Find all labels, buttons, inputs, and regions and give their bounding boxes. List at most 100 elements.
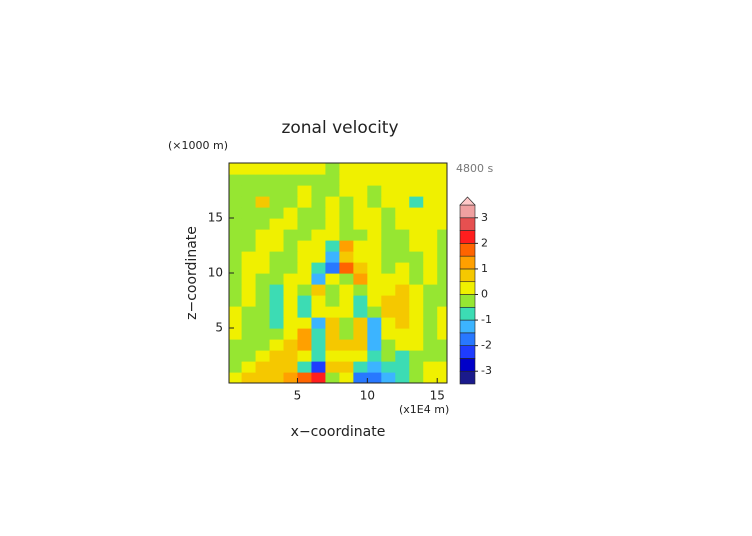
y-tick-label: 15 xyxy=(208,211,223,225)
contour-cell xyxy=(423,350,438,362)
contour-cell xyxy=(283,174,299,186)
contour-cell xyxy=(395,306,410,318)
contour-cell xyxy=(339,295,354,307)
contour-cell xyxy=(367,240,382,252)
contour-cell xyxy=(437,240,447,252)
contour-cell xyxy=(367,372,382,383)
contour-cell xyxy=(269,339,285,351)
contour-cell xyxy=(353,207,368,219)
contour-cell xyxy=(381,218,396,230)
contour-cell xyxy=(297,163,313,175)
contour-cell xyxy=(229,273,243,285)
colorbar-bin xyxy=(459,268,476,283)
contour-cell xyxy=(241,273,257,285)
contour-cell xyxy=(241,196,257,208)
colorbar-over xyxy=(459,196,476,206)
contour-cell xyxy=(269,229,285,241)
contour-cell xyxy=(255,262,271,274)
contour-cell xyxy=(409,185,424,197)
contour-cell xyxy=(409,196,424,208)
contour-cell xyxy=(409,339,424,351)
contour-cell xyxy=(255,295,271,307)
contour-cell xyxy=(241,328,257,340)
contour-cell xyxy=(297,262,313,274)
contour-cell xyxy=(395,328,410,340)
contour-cell xyxy=(297,372,313,383)
contour-cell xyxy=(269,262,285,274)
contour-cell xyxy=(311,328,327,340)
contour-cell xyxy=(353,163,368,175)
contour-cell xyxy=(229,218,243,230)
contour-cell xyxy=(409,163,424,175)
x-tick-label: 5 xyxy=(294,389,302,403)
contour-cell xyxy=(283,196,299,208)
contour-cell xyxy=(255,174,271,186)
contour-cell xyxy=(353,251,368,263)
contour-cell xyxy=(409,273,424,285)
contour-cell xyxy=(229,361,243,373)
contour-cell xyxy=(423,372,438,383)
contour-cell xyxy=(367,339,382,351)
colorbar-bin xyxy=(459,230,476,244)
contour-cell xyxy=(269,306,285,318)
contour-cell xyxy=(395,240,410,252)
contour-cell xyxy=(311,240,327,252)
contour-cell xyxy=(269,295,285,307)
contour-cell xyxy=(367,273,382,285)
contour-cell xyxy=(283,361,299,373)
contour-cell xyxy=(367,361,382,373)
contour-cell xyxy=(283,229,299,241)
contour-cell xyxy=(409,207,424,219)
contour-cell xyxy=(395,251,410,263)
contour-cell xyxy=(229,196,243,208)
contour-cell xyxy=(325,328,340,340)
contour-cell xyxy=(367,163,382,175)
contour-cell xyxy=(353,218,368,230)
contour-cell xyxy=(325,295,340,307)
contour-cell xyxy=(283,240,299,252)
contour-cell xyxy=(381,328,396,340)
contour-cell xyxy=(297,284,313,296)
contour-cell xyxy=(423,218,438,230)
contour-cell xyxy=(423,339,438,351)
contour-cell xyxy=(367,317,382,329)
contour-cell xyxy=(339,328,354,340)
contour-cell xyxy=(325,284,340,296)
contour-cell xyxy=(339,306,354,318)
contour-cell xyxy=(283,218,299,230)
contour-cell xyxy=(229,207,243,219)
contour-cell xyxy=(325,251,340,263)
contour-cell xyxy=(325,350,340,362)
contour-cell xyxy=(229,328,243,340)
contour-cell xyxy=(339,163,354,175)
contour-cell xyxy=(283,339,299,351)
contour-cell xyxy=(339,372,354,383)
contour-cell xyxy=(241,339,257,351)
contour-cell xyxy=(297,229,313,241)
contour-cell xyxy=(269,317,285,329)
contour-cell xyxy=(381,284,396,296)
contour-cell xyxy=(339,185,354,197)
contour-cell xyxy=(311,163,327,175)
contour-cell xyxy=(255,284,271,296)
contour-cell xyxy=(339,273,354,285)
contour-cell xyxy=(255,339,271,351)
contour-cell xyxy=(297,328,313,340)
contour-cell xyxy=(381,372,396,383)
colorbar-bin xyxy=(459,345,476,359)
contour-cell xyxy=(269,196,285,208)
chart-title: zonal velocity xyxy=(281,118,398,138)
contour-cell xyxy=(229,284,243,296)
contour-cell xyxy=(437,251,447,263)
contour-cell xyxy=(395,317,410,329)
contour-cell xyxy=(367,295,382,307)
colorbar-tick-label: -1 xyxy=(481,313,492,326)
contour-cell xyxy=(297,174,313,186)
contour-cell xyxy=(423,185,438,197)
contour-cell xyxy=(423,251,438,263)
contour-cell xyxy=(229,251,243,263)
contour-cell xyxy=(423,207,438,219)
contour-cell xyxy=(297,185,313,197)
contour-cell xyxy=(283,350,299,362)
contour-cell xyxy=(437,185,447,197)
